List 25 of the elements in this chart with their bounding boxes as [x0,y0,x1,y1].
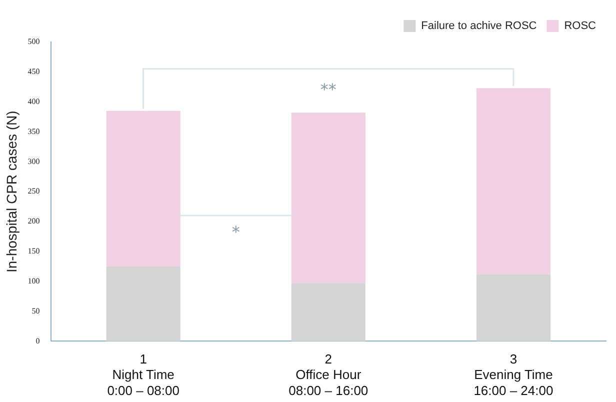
bar [106,266,180,342]
y-tick-label: 450 [28,67,40,76]
legend-label: ROSC [564,20,596,32]
y-tick-label: 200 [28,216,40,226]
bar [291,283,366,342]
bar [476,88,550,274]
annotation: * [232,222,240,242]
y-tick-label: 300 [28,156,40,166]
x-tick-label: 2 Office Hour 08:00 – 16:00 [288,352,368,398]
bar [476,274,550,342]
y-axis-title: In-hospital CPR cases (N) [3,110,20,273]
y-tick-label: 150 [28,246,40,256]
y-tick-label: 350 [28,126,40,136]
legend-label: Failure to achive ROSC [421,20,537,32]
y-tick-label: 50 [32,306,40,316]
x-tick-label: 3 Evening Time 16:00 – 24:00 [474,352,554,398]
y-tick-label: 250 [28,186,40,196]
y-tick-label: 400 [28,96,40,106]
y-tick-label: 500 [28,37,40,46]
y-tick-label: 0 [36,336,40,346]
annotation: ** [320,80,336,100]
y-tick-label: 100 [28,276,40,286]
bar [291,112,366,284]
bar [106,110,180,266]
x-tick-label: 1 Night Time 0:00 – 08:00 [107,352,180,398]
